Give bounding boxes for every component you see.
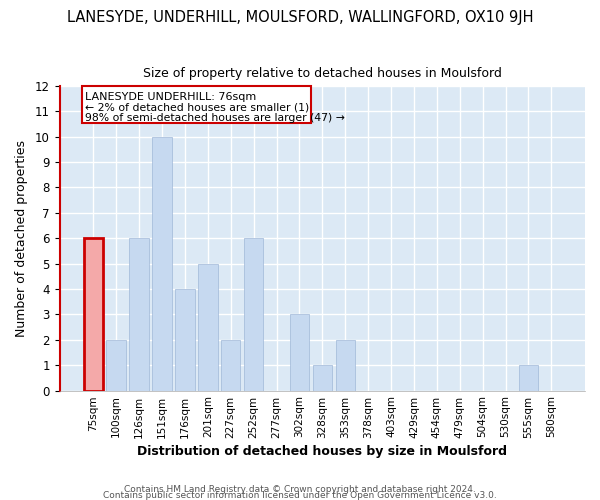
Text: Contains public sector information licensed under the Open Government Licence v3: Contains public sector information licen… <box>103 491 497 500</box>
Bar <box>198 264 218 390</box>
Text: 98% of semi-detached houses are larger (47) →: 98% of semi-detached houses are larger (… <box>85 114 345 124</box>
Bar <box>313 365 332 390</box>
Bar <box>221 340 241 390</box>
Bar <box>335 340 355 390</box>
Text: LANESYDE, UNDERHILL, MOULSFORD, WALLINGFORD, OX10 9JH: LANESYDE, UNDERHILL, MOULSFORD, WALLINGF… <box>67 10 533 25</box>
Bar <box>130 238 149 390</box>
Y-axis label: Number of detached properties: Number of detached properties <box>15 140 28 336</box>
Bar <box>152 136 172 390</box>
Text: LANESYDE UNDERHILL: 76sqm: LANESYDE UNDERHILL: 76sqm <box>85 92 257 102</box>
Title: Size of property relative to detached houses in Moulsford: Size of property relative to detached ho… <box>143 68 502 80</box>
Bar <box>244 238 263 390</box>
Bar <box>106 340 126 390</box>
X-axis label: Distribution of detached houses by size in Moulsford: Distribution of detached houses by size … <box>137 444 508 458</box>
Bar <box>519 365 538 390</box>
Bar <box>175 289 194 390</box>
Text: Contains HM Land Registry data © Crown copyright and database right 2024.: Contains HM Land Registry data © Crown c… <box>124 485 476 494</box>
FancyBboxPatch shape <box>82 86 311 122</box>
Bar <box>290 314 309 390</box>
Text: ← 2% of detached houses are smaller (1): ← 2% of detached houses are smaller (1) <box>85 102 310 113</box>
Bar <box>83 238 103 390</box>
